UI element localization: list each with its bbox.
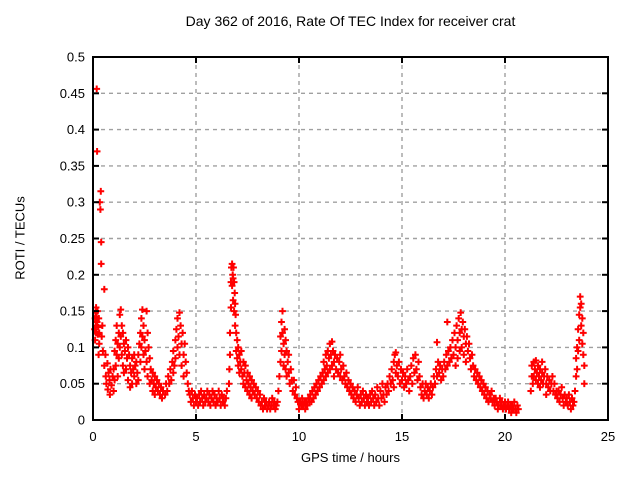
data-point-markers (91, 85, 588, 417)
tick-labels: 0 5 10 15 20 25 0 0.05 0.1 0.15 0.2 0.25 0.3 0.35 0.4 0… (60, 50, 616, 445)
axes-layer (92, 56, 609, 421)
svg-text:0.05: 0.05 (60, 376, 85, 391)
svg-text:25: 25 (601, 429, 615, 444)
svg-text:0.35: 0.35 (60, 158, 85, 173)
svg-text:0: 0 (78, 413, 85, 428)
chart-title: Day 362 of 2016, Rate Of TEC Index for r… (185, 13, 516, 29)
x-axis-label: GPS time / hours (301, 450, 400, 465)
svg-text:10: 10 (292, 429, 306, 444)
svg-text:0.1: 0.1 (67, 340, 85, 355)
svg-text:0.5: 0.5 (67, 50, 85, 65)
svg-text:0.15: 0.15 (60, 304, 85, 319)
svg-text:0.45: 0.45 (60, 86, 85, 101)
svg-text:0.25: 0.25 (60, 231, 85, 246)
svg-text:0.4: 0.4 (67, 122, 85, 137)
svg-text:0.3: 0.3 (67, 195, 85, 210)
svg-text:20: 20 (498, 429, 512, 444)
svg-text:5: 5 (192, 429, 199, 444)
svg-text:15: 15 (395, 429, 409, 444)
svg-text:0.2: 0.2 (67, 267, 85, 282)
svg-text:0: 0 (89, 429, 96, 444)
scatter-points (91, 85, 588, 417)
